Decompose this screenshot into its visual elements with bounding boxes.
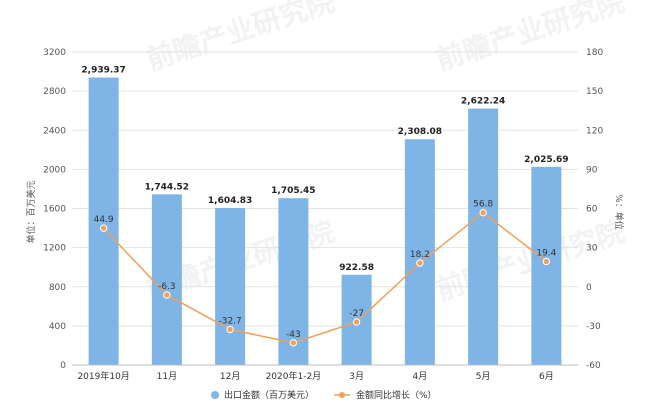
bar — [531, 166, 562, 365]
left-tick-label: 1600 — [43, 205, 66, 215]
left-tick-label: 0 — [60, 361, 66, 371]
line-point — [99, 224, 108, 232]
line-value-label: 18.2 — [410, 250, 430, 260]
right-tick-label: -30 — [586, 322, 601, 332]
x-tick-label: 2020年1-2月 — [266, 370, 322, 382]
line-value-label: -43 — [286, 330, 301, 340]
bar-value-label: 1,705.45 — [271, 186, 315, 196]
bar — [215, 208, 246, 365]
bar-value-label: 2,622.24 — [461, 97, 505, 107]
line-point — [479, 208, 487, 217]
right-tick-label: 30 — [586, 244, 598, 254]
left-tick-label: 2800 — [43, 87, 66, 97]
right-tick-label: 90 — [586, 165, 598, 175]
bar-value-label: 1,604.83 — [208, 196, 252, 206]
bar-value-label: 922.58 — [339, 263, 374, 273]
bar-value-label: 2,939.37 — [81, 65, 125, 75]
right-tick-label: 120 — [586, 126, 603, 136]
left-tick-label: 1200 — [43, 244, 66, 254]
bar-value-label: 2,025.69 — [524, 155, 568, 165]
line-point — [289, 339, 298, 347]
line-value-label: -32.7 — [218, 316, 241, 326]
bar — [88, 77, 119, 366]
line-value-label: -27 — [349, 309, 364, 319]
line-value-label: 19.4 — [536, 248, 556, 258]
right-tick-label: 180 — [586, 48, 603, 58]
bar-value-label: 2,308.08 — [398, 127, 442, 137]
right-axis-title: %：单位 — [613, 194, 625, 230]
line-point — [352, 318, 361, 326]
left-tick-label: 2400 — [43, 126, 66, 136]
growth-line — [103, 211, 547, 344]
left-tick-label: 400 — [49, 322, 66, 332]
left-axis-title: 单位：百万美元 — [25, 180, 37, 243]
watermark-text: 前瞻产业研究院 — [142, 0, 339, 77]
x-tick-label: 11月 — [157, 371, 177, 382]
left-tick-label: 3200 — [43, 48, 66, 58]
watermark-text: 前瞻产业研究院 — [432, 0, 629, 77]
line-point — [163, 291, 171, 299]
x-tick-label: 5月 — [476, 371, 491, 382]
bar — [278, 198, 309, 365]
right-tick-label: -60 — [586, 361, 601, 371]
bar — [151, 194, 182, 365]
left-tick-label: 800 — [49, 283, 66, 293]
legend-line-label[interactable]: 金额同比增长（%） — [356, 389, 437, 401]
right-tick-label: 150 — [586, 87, 603, 97]
right-tick-label: 0 — [586, 283, 592, 293]
bar-value-label: 1,744.52 — [145, 182, 189, 192]
x-tick-label: 4月 — [413, 371, 428, 382]
legend-bar-label[interactable]: 出口金额（百万美元） — [224, 389, 314, 401]
x-tick-label: 12月 — [220, 371, 240, 382]
line-series — [99, 208, 551, 347]
line-value-label: -6.3 — [158, 282, 176, 292]
data-labels: 2,939.37 1,744.52 1,604.83 1,705.45 922.58 2,… — [81, 65, 568, 339]
bar — [468, 108, 499, 366]
line-point — [542, 257, 551, 266]
watermark-text: 前瞻产业研究院 — [432, 215, 629, 307]
legend: 出口金额（百万美元） 金额同比增长（%） — [211, 389, 437, 401]
legend-line-marker — [339, 392, 345, 398]
line-value-label: 44.9 — [94, 215, 114, 225]
legend-bar-swatch — [211, 391, 219, 399]
right-tick-label: 60 — [586, 205, 598, 215]
x-tick-label: 2019年10月 — [77, 370, 129, 382]
line-point — [416, 259, 424, 267]
x-tick-label: 3月 — [349, 371, 364, 382]
line-value-label: 56.8 — [473, 200, 493, 210]
line-point — [226, 325, 234, 334]
bar-series — [88, 77, 562, 366]
left-tick-label: 2000 — [43, 165, 66, 175]
axes: 0 -60 400 -30 800 0 1200 30 1600 60 2000 90 2400 120 2… — [43, 48, 603, 382]
bar — [404, 139, 435, 365]
x-tick-label: 6月 — [539, 371, 554, 382]
